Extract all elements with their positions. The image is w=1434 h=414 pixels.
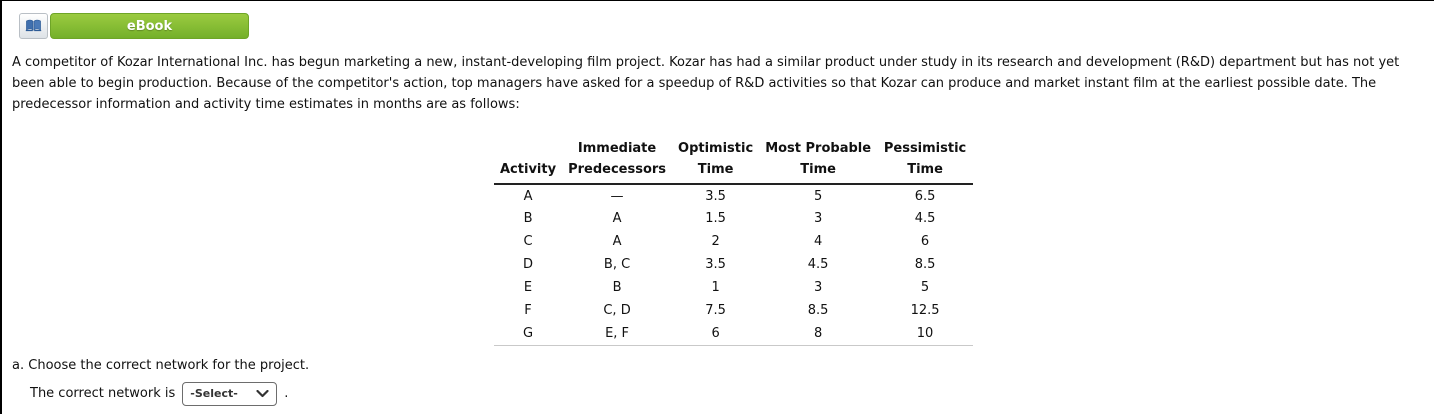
cell-predecessors: B, C xyxy=(603,257,631,272)
answer-prefix: The correct network is xyxy=(30,386,176,401)
cell-activity: E xyxy=(523,280,533,295)
ebook-button-label: eBook xyxy=(126,18,173,34)
cell-predecessors: E, F xyxy=(562,322,673,346)
col-header-activity-top xyxy=(494,138,562,159)
table-row: E B 1 3 5 xyxy=(494,276,973,299)
open-book-icon xyxy=(25,19,42,32)
cell-most-probable: 4.5 xyxy=(807,257,829,272)
cell-pessimistic: 10 xyxy=(877,322,974,346)
cell-most-probable: 8.5 xyxy=(807,303,829,318)
cell-optimistic: 3.5 xyxy=(705,257,726,272)
col-header-optimistic-top: Optimistic xyxy=(678,141,754,156)
cell-most-probable: 4 xyxy=(813,234,823,249)
cell-activity: D xyxy=(523,257,534,272)
col-header-most-probable-time: Time xyxy=(759,159,878,185)
cell-pessimistic: 4.5 xyxy=(914,211,936,226)
cell-pessimistic: 6.5 xyxy=(914,188,936,204)
col-header-pessimistic-top: Pessimistic xyxy=(883,141,967,156)
col-header-optimistic-time: Time xyxy=(672,159,760,185)
cell-most-probable: 3 xyxy=(813,280,823,295)
col-header-activity: Activity xyxy=(494,159,563,185)
cell-predecessors: B xyxy=(612,280,622,295)
cell-predecessors: A xyxy=(612,234,622,249)
col-header-most-probable-top: Most Probable xyxy=(765,141,872,156)
table-row: B A 1.5 3 4.5 xyxy=(494,207,973,230)
col-header-predecessors: Predecessors xyxy=(562,159,673,185)
col-header-pessimistic-time: Time xyxy=(877,159,974,185)
cell-optimistic: 2 xyxy=(711,234,720,249)
cell-activity: F xyxy=(524,303,532,318)
table-row: F C, D 7.5 8.5 12.5 xyxy=(494,299,973,322)
table-row: C A 2 4 6 xyxy=(494,230,973,253)
cell-activity: A xyxy=(523,188,533,204)
cell-optimistic: 1.5 xyxy=(705,211,726,226)
cell-pessimistic: 12.5 xyxy=(910,303,940,318)
ebook-bar: eBook xyxy=(19,13,1434,39)
network-select-value: -Select- xyxy=(190,387,238,400)
table-header-row-2: Activity Predecessors Time Time Time xyxy=(494,159,974,185)
table-row: D B, C 3.5 4.5 8.5 xyxy=(494,253,973,276)
ebook-icon-button[interactable] xyxy=(19,13,48,39)
chevron-down-icon xyxy=(256,389,269,397)
question-a-prompt: Choose the correct network for the proje… xyxy=(28,357,310,373)
cell-optimistic: 6 xyxy=(672,322,760,346)
cell-activity: C xyxy=(523,234,533,249)
network-select[interactable]: -Select- xyxy=(182,381,278,406)
cell-most-probable: 8 xyxy=(759,322,878,346)
cell-optimistic: 1 xyxy=(711,280,720,295)
cell-most-probable: 3 xyxy=(813,211,823,226)
activity-table: Immediate Optimistic Most Probable Pessi… xyxy=(494,138,974,346)
cell-pessimistic: 8.5 xyxy=(914,257,936,272)
question-a-label: a. xyxy=(12,357,25,373)
cell-activity: G xyxy=(494,322,563,346)
cell-optimistic: 7.5 xyxy=(705,303,726,318)
ebook-button[interactable]: eBook xyxy=(50,13,249,39)
cell-pessimistic: 5 xyxy=(920,280,930,295)
cell-optimistic: 3.5 xyxy=(705,188,726,204)
cell-predecessors: A xyxy=(612,211,622,226)
table-row: A — 3.5 5 6.5 xyxy=(494,184,973,207)
cell-predecessors: C, D xyxy=(603,303,631,318)
answer-line: The correct network is -Select- . xyxy=(30,381,1434,406)
col-header-predecessors-top: Immediate xyxy=(577,141,657,156)
cell-predecessors: — xyxy=(610,188,624,204)
table-header-row-1: Immediate Optimistic Most Probable Pessi… xyxy=(494,138,973,159)
cell-activity: B xyxy=(523,211,533,226)
table-row: G E, F 6 8 10 xyxy=(494,322,974,346)
problem-statement: A competitor of Kozar International Inc.… xyxy=(12,55,1400,112)
answer-suffix: . xyxy=(284,386,289,401)
question-a: a. Choose the correct network for the pr… xyxy=(12,358,1434,373)
cell-most-probable: 5 xyxy=(813,188,823,204)
cell-pessimistic: 6 xyxy=(920,234,930,249)
